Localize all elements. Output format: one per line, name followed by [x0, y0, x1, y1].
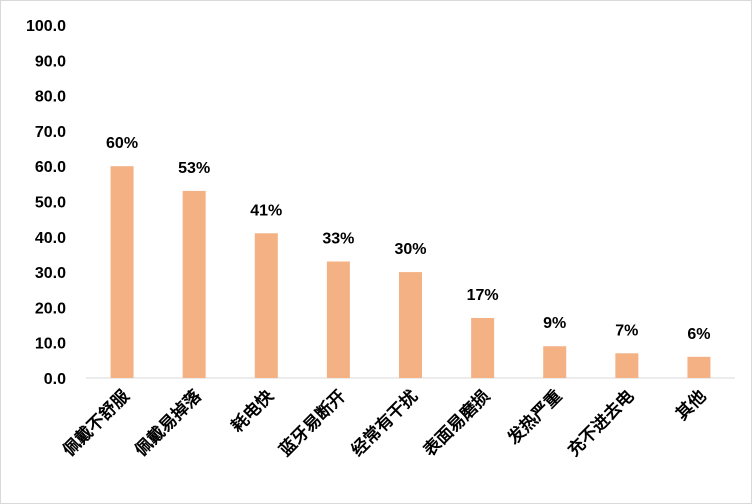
category-label: 发热严重: [503, 386, 567, 450]
category-label: 表面易磨损: [419, 386, 494, 461]
category-label: 佩戴不舒服: [59, 385, 135, 461]
data-label: 6%: [687, 326, 710, 343]
category-label: 其他: [672, 386, 711, 425]
y-axis-ticks: 0.0 10.0 20.0 30.0 40.0 50.0 60.0 70.0 80.0 90.0 1…: [26, 18, 66, 388]
bar: [543, 346, 567, 378]
bars: [110, 166, 711, 378]
category-label: 蓝牙易断开: [275, 386, 350, 461]
category-label: 耗电快: [227, 385, 279, 437]
data-label: 7%: [615, 322, 638, 339]
data-label: 30%: [394, 241, 426, 258]
category-label: 佩戴易掉落: [131, 385, 207, 461]
bar: [110, 166, 134, 378]
bar: [471, 317, 495, 378]
data-label: 60%: [106, 135, 138, 152]
y-tick-label: 10.0: [35, 336, 66, 353]
category-label: 充不进去电: [563, 386, 638, 461]
y-tick-label: 0.0: [44, 371, 66, 388]
data-labels: 60% 53% 41% 33% 30% 17% 9% 7% 6%: [106, 135, 710, 343]
y-tick-label: 60.0: [35, 159, 66, 176]
y-tick-label: 90.0: [35, 53, 66, 70]
y-tick-label: 80.0: [35, 89, 66, 106]
data-label: 53%: [178, 160, 210, 177]
bar: [182, 190, 206, 378]
data-label: 9%: [543, 315, 566, 332]
data-label: 33%: [322, 231, 354, 248]
y-tick-label: 50.0: [35, 195, 66, 212]
y-tick-label: 100.0: [26, 18, 66, 35]
bar: [254, 233, 278, 378]
data-label: 41%: [250, 202, 282, 219]
bar: [326, 261, 350, 378]
y-tick-label: 20.0: [35, 300, 66, 317]
y-tick-label: 70.0: [35, 124, 66, 141]
category-label: 经常有干扰: [347, 386, 422, 461]
bar: [399, 272, 422, 378]
bar: [687, 356, 711, 378]
bar: [615, 353, 639, 378]
y-tick-label: 40.0: [35, 230, 66, 247]
y-tick-label: 30.0: [35, 265, 66, 282]
data-label: 17%: [467, 287, 499, 304]
